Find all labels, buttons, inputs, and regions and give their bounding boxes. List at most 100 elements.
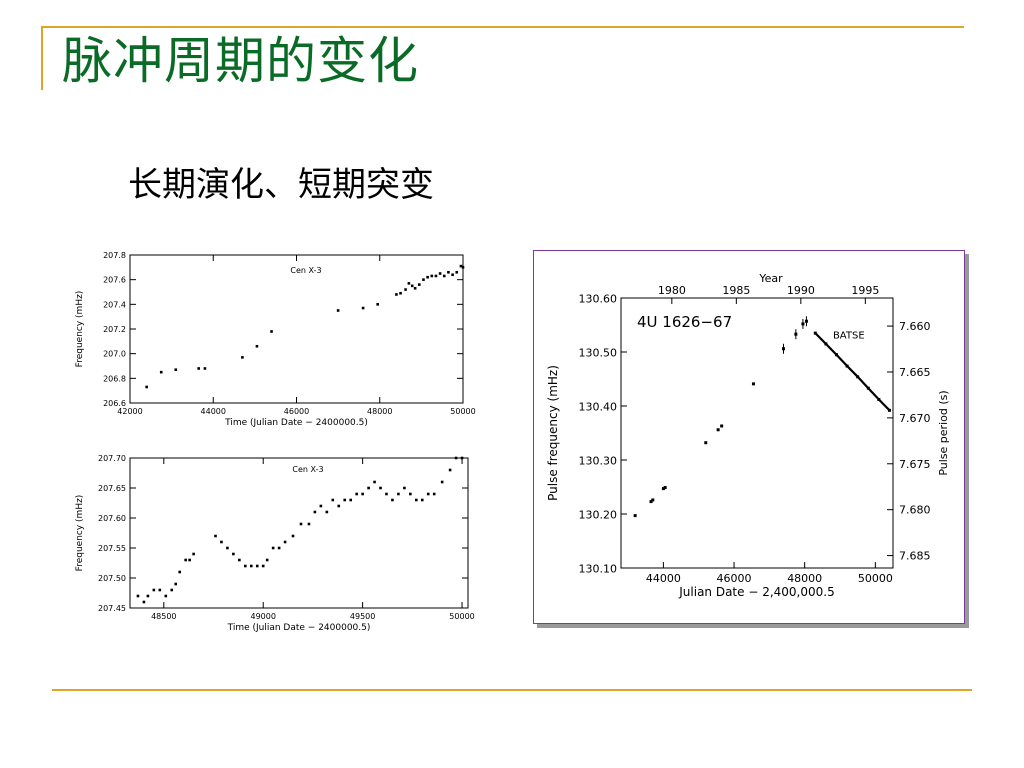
data-point [184, 558, 187, 562]
data-point [379, 486, 382, 490]
cen-x3-short-term-chart: 48500 49000 49500 50000 207.45 207.50 207.55 20… [75, 454, 475, 633]
data-point [661, 487, 665, 491]
data-point [716, 428, 720, 432]
data-point [255, 344, 259, 348]
data-point [331, 498, 335, 502]
data-point [159, 370, 163, 374]
data-point [426, 492, 430, 496]
data-point [249, 564, 253, 568]
4u1626-pulse-frequency-chart: 44000 46000 48000 50000 130.10 130.20 130.30 13… [546, 272, 950, 599]
data-point [313, 510, 317, 514]
x-tick-label: 44000 [646, 572, 681, 585]
top-axis-tick-label: 1980 [658, 284, 686, 297]
data-point [663, 486, 667, 490]
y-tick-label: 206.8 [103, 374, 126, 383]
y-tick-label: 207.6 [103, 276, 126, 285]
data-point [307, 522, 311, 526]
plot-frame [620, 297, 894, 569]
x-axis-label: Julian Date − 2,400,000.5 [678, 585, 834, 599]
data-point [415, 498, 418, 502]
y-tick-label: 207.45 [98, 604, 126, 613]
data-point [174, 582, 178, 586]
data-point [261, 564, 265, 568]
data-point [271, 546, 275, 550]
data-point [255, 564, 259, 568]
data-point [376, 303, 379, 306]
batse-annotation: BATSE [833, 331, 865, 342]
title-accent-bar [41, 26, 43, 90]
y-tick-label: 207.55 [98, 544, 126, 553]
data-point [455, 270, 459, 274]
x-tick-label: 48000 [367, 407, 392, 416]
data-point [432, 492, 436, 496]
chart-title: Cen X-3 [292, 465, 323, 474]
top-axis-label: Year [758, 272, 783, 285]
data-point [404, 288, 407, 291]
data-point [158, 588, 162, 592]
y-tick-label: 207.2 [103, 325, 126, 334]
data-point [399, 291, 402, 295]
data-point [403, 486, 406, 490]
data-point [442, 274, 446, 278]
data-point [361, 306, 365, 310]
y-tick-label: 207.60 [98, 514, 126, 523]
title-accent-line [41, 26, 964, 28]
y-axis-label: Frequency (mHz) [75, 291, 85, 368]
data-point [407, 282, 411, 285]
footer-accent-line [52, 689, 972, 691]
data-point [751, 382, 755, 386]
data-point [422, 278, 425, 281]
y-tick-label: 207.50 [98, 574, 126, 583]
data-point [397, 492, 400, 496]
data-point [434, 274, 438, 278]
y-tick-label: 207.70 [98, 454, 126, 463]
data-point [244, 564, 247, 568]
data-point [270, 330, 273, 333]
data-point [291, 534, 295, 538]
x-tick-label: 42000 [117, 407, 142, 416]
right-axis-label: Pulse period (s) [937, 390, 950, 475]
data-point [409, 492, 412, 496]
data-point [417, 283, 421, 286]
series-line [814, 332, 891, 412]
plot-frame [129, 457, 469, 609]
chart-title: Cen X-3 [290, 266, 321, 275]
data-point [349, 498, 352, 502]
y-tick-label: 130.50 [579, 347, 618, 360]
data-point [395, 293, 398, 296]
slide-subtitle: 长期演化、短期突变 [128, 165, 434, 205]
data-point [410, 284, 414, 288]
data-point [299, 522, 303, 526]
data-point [460, 456, 464, 460]
slide-title: 脉冲周期的变化 [62, 32, 419, 90]
data-point [178, 570, 182, 574]
data-point [238, 558, 241, 562]
data-point [319, 504, 323, 508]
x-tick-label: 49000 [250, 612, 275, 621]
y-tick-label: 130.40 [579, 401, 618, 414]
data-point [385, 492, 388, 496]
data-point [226, 546, 229, 550]
data-point [283, 540, 287, 544]
data-point [170, 588, 174, 592]
x-tick-label: 49500 [350, 612, 375, 621]
data-point [651, 498, 655, 502]
cen-x3-long-term-chart: 42000 44000 46000 48000 50000 206.6 206.8 207.0… [75, 251, 476, 428]
data-point [142, 600, 146, 604]
data-point [203, 367, 207, 370]
data-point [174, 368, 178, 371]
x-axis-label: Time (Julian Date − 2400000.5) [224, 418, 368, 428]
data-point [164, 594, 168, 598]
plot-frame [129, 254, 464, 404]
data-point [459, 264, 463, 268]
data-point [361, 492, 364, 496]
data-point [325, 510, 329, 514]
right-axis-tick-label: 7.660 [899, 320, 931, 333]
right-axis-tick-label: 7.665 [899, 366, 931, 379]
x-tick-label: 48500 [151, 612, 176, 621]
top-axis-tick-label: 1985 [722, 284, 750, 297]
data-point [447, 270, 450, 274]
data-point [451, 273, 454, 277]
data-point [426, 275, 429, 279]
top-axis-tick-label: 1990 [787, 284, 815, 297]
